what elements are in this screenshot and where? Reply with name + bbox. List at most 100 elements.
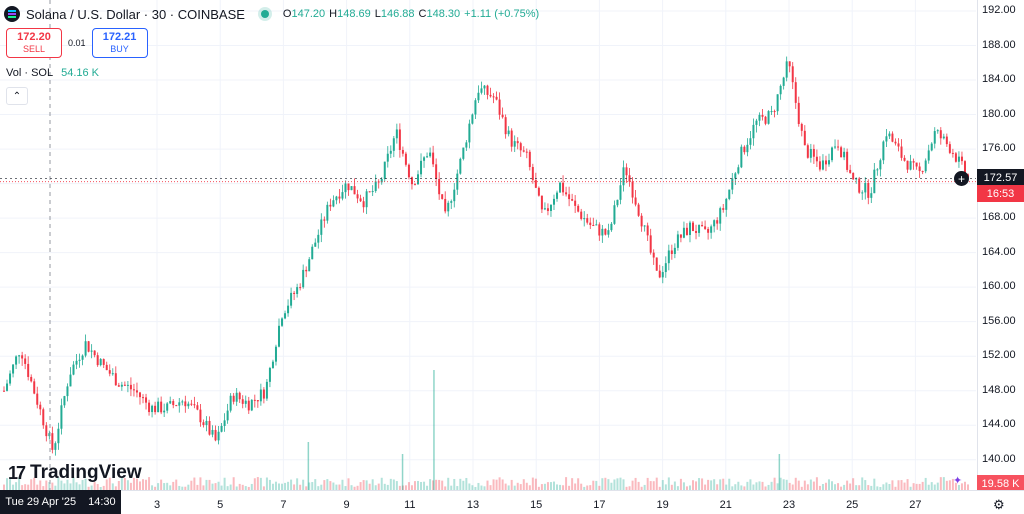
volume-bar [386,484,389,490]
volume-bar [815,477,818,490]
up-candle [879,160,882,170]
volume-bar [302,479,305,490]
volume-bar [800,486,803,490]
volume-bar [178,485,181,490]
volume-bar [891,480,894,490]
down-candle [323,219,326,221]
down-candle [438,178,441,195]
up-candle [468,123,471,143]
volume-bar [894,486,897,490]
gear-icon[interactable]: ⚙ [993,497,1005,512]
up-candle [610,223,613,231]
down-candle [407,164,410,178]
up-candle [265,381,268,399]
volume-bar [27,484,30,490]
down-candle [577,205,580,212]
time-axis[interactable] [0,490,1024,514]
up-candle [84,341,87,356]
volume-bar [129,482,132,490]
volume-bar [797,480,800,490]
volume-bar [3,484,5,490]
up-candle [583,218,586,220]
volume-spike-bar [401,454,404,490]
volume-bar [135,478,138,490]
volume-bar [223,477,226,490]
volume-bar [90,485,93,490]
up-candle [166,403,169,411]
volume-bar [731,486,734,490]
up-candle [882,141,885,161]
solana-logo-icon [4,6,20,22]
volume-bar [646,477,649,490]
tradingview-logo[interactable]: 17 TradingView [8,462,142,484]
volume-bar [181,486,184,490]
up-candle [734,173,737,179]
volume-bar [740,485,743,490]
volume-bar [885,482,888,490]
volume-bar [912,483,915,490]
up-candle [873,169,876,194]
volume-bar [719,479,722,490]
volume-bar [785,479,788,490]
up-candle [513,141,516,147]
collapse-legend-button[interactable]: ⌃ [6,87,28,105]
down-candle [670,250,673,254]
buy-button[interactable]: 172.21 BUY [91,28,148,58]
up-candle [725,198,728,210]
up-candle [447,202,450,212]
down-candle [803,130,806,146]
down-candle [685,227,688,235]
volume-bar [374,485,377,490]
volume-bar [758,481,761,490]
up-candle [809,148,812,158]
volume-bar [305,486,308,490]
volume-bar [692,480,695,490]
volume-bar [214,483,217,490]
price-tick-label: 152.00 [982,349,1016,362]
down-candle [525,151,528,153]
down-candle [891,133,894,142]
up-candle [217,431,220,441]
volume-bar [779,477,782,490]
volume-bar [610,482,613,490]
price-axis[interactable] [977,0,1024,490]
up-candle [220,425,223,432]
volume-spike-bar [433,370,435,490]
volume-bar [682,482,685,490]
volume-bar [51,482,54,490]
up-candle [314,242,317,247]
down-candle [27,363,30,377]
up-candle [713,220,716,227]
up-candle [664,263,667,273]
volume-legend[interactable]: Vol · SOL 54.16 K [6,67,99,79]
down-candle [800,123,803,131]
symbol-title[interactable]: Solana / U.S. Dollar · 30 · COINBASE [26,6,245,22]
down-candle [401,149,404,154]
add-alert-plus-icon[interactable]: + [954,171,969,186]
volume-bar [444,486,447,490]
volume-bar [344,486,347,490]
volume-bar [208,479,211,490]
up-candle [752,124,755,139]
volume-bar [809,479,812,490]
volume-bar [72,477,75,490]
up-candle [888,133,891,137]
up-candle [728,189,731,199]
sell-button[interactable]: 172.20 SELL [6,28,62,58]
up-candle [90,350,93,352]
down-candle [138,392,141,398]
event-flag-icon[interactable]: ✦ [953,475,963,487]
open-key: O [282,8,292,20]
volume-bar [661,480,664,490]
down-candle [356,194,359,199]
volume-bar [507,485,510,490]
volume-bar [226,486,229,490]
volume-bar [933,484,936,490]
down-candle [528,151,531,168]
volume-bar [477,482,480,490]
up-candle [287,305,290,314]
volume-bar [63,483,66,490]
up-candle [15,356,18,365]
up-candle [66,386,69,397]
